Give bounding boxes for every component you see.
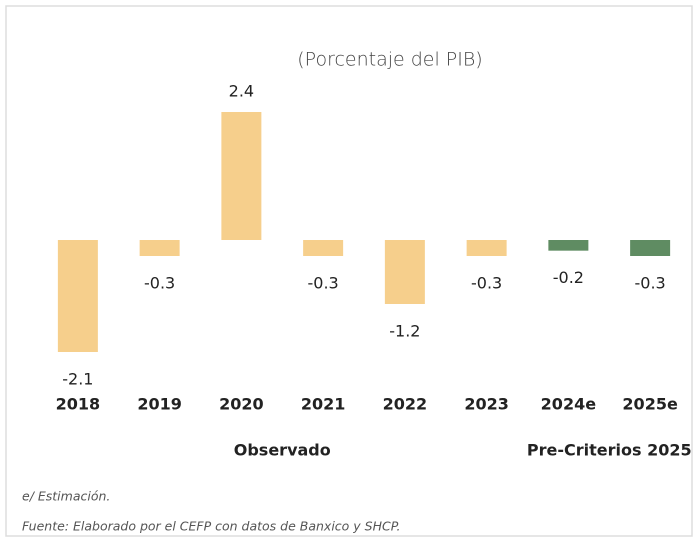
x-tick-label: 2020 <box>219 395 264 414</box>
group-label: Pre-Criterios 2025 <box>527 441 692 460</box>
bar <box>139 240 180 256</box>
bar <box>548 240 589 251</box>
x-tick-label: 2021 <box>301 395 346 414</box>
frame <box>5 5 693 537</box>
footnote: e/ Estimación. <box>22 489 110 504</box>
bar <box>303 240 344 256</box>
x-tick-label: 2018 <box>56 395 101 414</box>
x-tick-label: 2019 <box>137 395 182 414</box>
bar <box>630 240 671 256</box>
value-label: -2.1 <box>62 370 93 389</box>
x-tick-label: 2024e <box>541 395 597 414</box>
source: Fuente: Elaborado por el CEFP con datos … <box>22 519 401 534</box>
chart-title: (Porcentaje del PIB) <box>297 49 482 71</box>
group-label: Observado <box>234 441 331 460</box>
bar <box>221 112 262 240</box>
value-label: -0.2 <box>553 268 584 287</box>
x-tick-label: 2025e <box>622 395 678 414</box>
value-label: -0.3 <box>308 274 339 293</box>
bar <box>57 240 98 352</box>
value-label: -1.2 <box>389 322 420 341</box>
value-label: -0.3 <box>144 274 175 293</box>
x-tick-label: 2022 <box>383 395 428 414</box>
value-label: 2.4 <box>229 82 254 101</box>
value-label: -0.3 <box>635 274 666 293</box>
bar <box>384 240 425 304</box>
bar <box>466 240 507 256</box>
x-tick-label: 2023 <box>464 395 509 414</box>
value-label: -0.3 <box>471 274 502 293</box>
